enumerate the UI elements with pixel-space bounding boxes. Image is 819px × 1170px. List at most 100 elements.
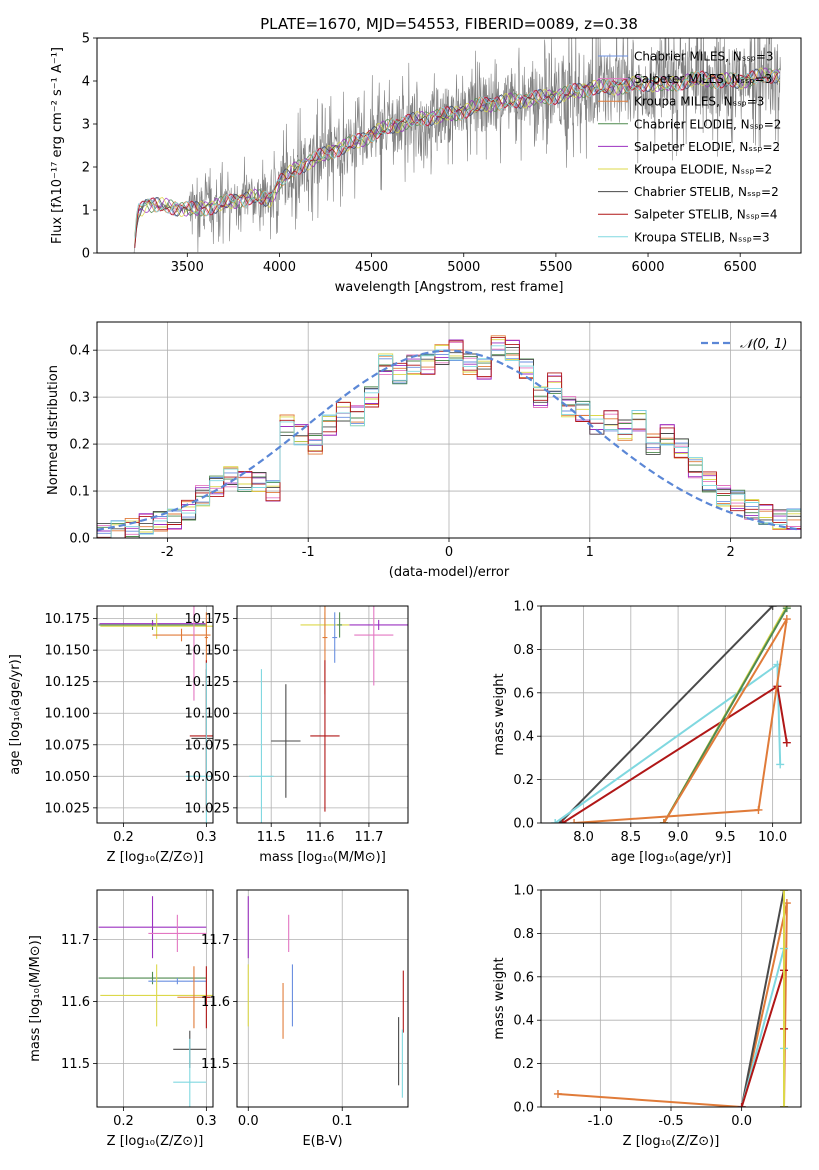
- y-tick-label: 10.050: [45, 770, 91, 785]
- legend-entry: Kroupa STELIB, Nₛₛₚ=3: [634, 230, 770, 244]
- y-axis-label: mass [log₁₀(M/M⊙)]: [28, 935, 43, 1062]
- chart-mass_weight_vs_Z: -1.0 -0.5 0.0 0.0 0.2 0.4 0.6 0.8 1.0 Z [log₁₀(Z/…: [492, 884, 802, 1149]
- plot-area: [247, 896, 404, 1098]
- x-tick-label: 0.3: [196, 830, 217, 845]
- x-tick-label: 6000: [631, 260, 664, 275]
- y-tick-label: 4: [82, 75, 90, 90]
- x-tick-label: 9.5: [715, 830, 736, 845]
- x-tick-label: 11.5: [257, 830, 286, 845]
- x-tick-label: 8.0: [573, 830, 594, 845]
- chart-mass_weight_vs_age: 8.0 8.5 9.0 9.5 10.0 0.0 0.2 0.4 0.6 0.8 1.0 age [l…: [492, 600, 802, 865]
- axes-frame: [540, 889, 802, 1108]
- mass-weight-marker: [553, 1089, 562, 1098]
- x-tick-label: -1: [302, 545, 315, 560]
- axes-frame: [236, 889, 409, 1108]
- y-tick-label: 10.175: [185, 612, 231, 627]
- chart-age_vs_mass: 11.5 11.6 11.7 10.025 10.050 10.075 10.100 10.1…: [185, 605, 409, 865]
- legend-entry: 𝒩(0, 1): [740, 337, 787, 352]
- histogram-line: [97, 345, 801, 538]
- x-tick-label: 11.6: [306, 830, 335, 845]
- y-tick-label: 10.050: [185, 770, 231, 785]
- axes-frame: [96, 889, 214, 1108]
- axes-frame: [236, 605, 409, 824]
- x-tick-label: 4500: [355, 260, 388, 275]
- x-axis-label: wavelength [Angstrom, rest frame]: [335, 280, 564, 295]
- legend-entry: Salpeter STELIB, Nₛₛₚ=4: [634, 208, 778, 222]
- y-tick-label: 1.0: [513, 884, 534, 899]
- x-axis-label: E(B-V): [302, 1134, 342, 1149]
- x-axis-label: Z [log₁₀(Z/Z⊙)]: [107, 850, 204, 865]
- y-tick-label: 10.175: [45, 612, 91, 627]
- x-tick-label: 11.7: [354, 830, 383, 845]
- mass-weight-line: [557, 902, 788, 1107]
- mass-weight-marker: [782, 606, 791, 613]
- x-tick-label: -1.0: [588, 1114, 613, 1129]
- normal-curve-line: [97, 349, 801, 531]
- x-tick-label: 8.5: [620, 830, 641, 845]
- y-tick-label: 11.6: [201, 995, 230, 1010]
- plot-area: [98, 606, 213, 823]
- y-tick-label: 0.8: [513, 643, 534, 658]
- x-tick-label: 6500: [724, 260, 757, 275]
- y-tick-label: 2: [82, 161, 90, 176]
- y-tick-label: 0.8: [513, 927, 534, 942]
- x-tick-label: 3500: [171, 260, 204, 275]
- x-tick-label: 0.2: [113, 1114, 134, 1129]
- y-tick-label: 0: [82, 247, 90, 262]
- mass-weight-line: [574, 618, 788, 823]
- y-tick-label: 10.100: [45, 707, 91, 722]
- mass-weight-line: [554, 662, 782, 823]
- legend-entry: Chabrier ELODIE, Nₛₛₚ=2: [634, 117, 781, 131]
- y-tick-label: 0.0: [69, 532, 90, 547]
- x-tick-label: 0.3: [196, 1114, 217, 1129]
- y-tick-label: 10.125: [185, 675, 231, 690]
- y-tick-label: 0.0: [513, 1101, 534, 1116]
- legend-entry: Chabrier MILES, Nₛₛₚ=3: [634, 50, 774, 64]
- y-axis-label: Normed distribution: [46, 365, 61, 495]
- x-axis-label: age [log₁₀(age/yr)]: [611, 850, 732, 865]
- legend-entry: Salpeter ELODIE, Nₛₛₚ=2: [634, 140, 780, 154]
- mass-weight-marker: [780, 890, 789, 894]
- mass-weight-marker: [570, 819, 579, 823]
- plot-area: [98, 896, 213, 1107]
- y-tick-label: 11.7: [61, 933, 90, 948]
- y-axis-label: Flux [fλ10⁻¹⁷ erg cm⁻² s⁻¹ A⁻¹]: [50, 47, 65, 244]
- mass-weight-marker: [768, 606, 777, 610]
- model-spectrum-line: [134, 70, 781, 239]
- y-tick-label: 0.2: [513, 1057, 534, 1072]
- legend-entry: Kroupa MILES, Nₛₛₚ=3: [634, 95, 764, 109]
- model-spectrum-line: [134, 68, 781, 238]
- y-tick-label: 11.6: [61, 995, 90, 1010]
- mass-weight-line: [559, 606, 774, 823]
- y-tick-label: 0.0: [513, 817, 534, 832]
- y-tick-label: 0.2: [69, 438, 90, 453]
- x-tick-label: 5000: [447, 260, 480, 275]
- mass-weight-marker: [737, 1103, 746, 1107]
- y-tick-label: 11.5: [201, 1057, 230, 1072]
- axes-frame: [96, 37, 802, 254]
- plot-area: [551, 606, 791, 823]
- chart-spectrum: 3500 4000 4500 5000 5500 6000 6500 0 1 2 3 4 5 wavele…: [50, 32, 802, 295]
- plot-area: [97, 335, 801, 538]
- mass-weight-line: [740, 890, 785, 1107]
- mass-weight-marker: [754, 805, 763, 814]
- y-tick-label: 0.4: [513, 730, 534, 745]
- mass-weight-marker: [551, 819, 560, 823]
- x-tick-label: -0.5: [658, 1114, 683, 1129]
- x-tick-label: 9.0: [668, 830, 689, 845]
- x-axis-label: Z [log₁₀(Z/Z⊙)]: [623, 1134, 720, 1149]
- y-tick-label: 0.1: [69, 485, 90, 500]
- y-tick-label: 3: [82, 118, 90, 133]
- mass-weight-marker: [782, 738, 791, 747]
- y-tick-label: 10.100: [185, 707, 231, 722]
- y-tick-label: 0.6: [513, 970, 534, 985]
- mass-weight-marker: [780, 1103, 789, 1107]
- x-tick-label: 5500: [539, 260, 572, 275]
- y-tick-label: 11.7: [201, 933, 230, 948]
- mass-weight-marker: [782, 615, 791, 624]
- y-axis-label: mass weight: [492, 957, 507, 1039]
- y-tick-label: 10.150: [185, 644, 231, 659]
- legend-entry: Kroupa ELODIE, Nₛₛₚ=2: [634, 163, 772, 177]
- y-tick-label: 10.150: [45, 644, 91, 659]
- plot-area: [249, 606, 408, 823]
